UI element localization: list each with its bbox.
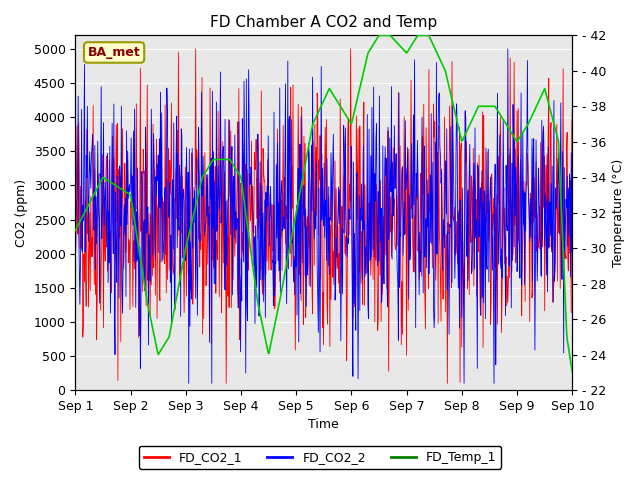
Title: FD Chamber A CO2 and Temp: FD Chamber A CO2 and Temp: [210, 15, 437, 30]
Y-axis label: Temperature (°C): Temperature (°C): [612, 158, 625, 267]
Y-axis label: CO2 (ppm): CO2 (ppm): [15, 179, 28, 247]
Legend: FD_CO2_1, FD_CO2_2, FD_Temp_1: FD_CO2_1, FD_CO2_2, FD_Temp_1: [139, 446, 501, 469]
X-axis label: Time: Time: [308, 419, 339, 432]
Text: BA_met: BA_met: [88, 46, 140, 59]
